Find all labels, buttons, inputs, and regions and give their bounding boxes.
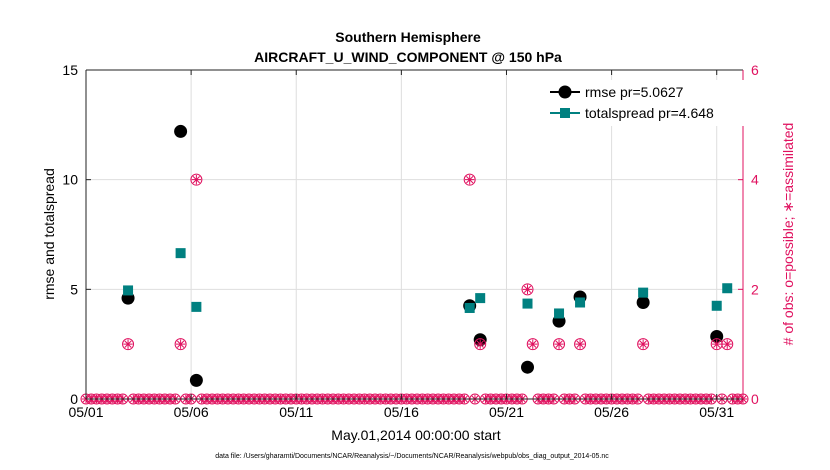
obs-marker-asterisk <box>191 174 202 185</box>
x-tick-label: 05/31 <box>699 404 734 420</box>
obs-count-point <box>190 173 203 186</box>
y-tick-label: 15 <box>62 62 78 78</box>
totalspread-point <box>638 287 649 298</box>
y-right-tick-label: 6 <box>751 62 759 78</box>
y-tick-label: 10 <box>62 172 78 188</box>
obs-marker-asterisk <box>554 339 564 349</box>
totalspread-point <box>522 298 533 309</box>
legend: rmse pr=5.0627 totalspread pr=4.648 <box>548 80 744 126</box>
obs-marker-circle <box>174 338 187 351</box>
rmse-point <box>189 373 203 387</box>
obs-marker-asterisk <box>475 339 485 349</box>
obs-marker-circle <box>721 338 734 351</box>
totalspread-point <box>475 293 486 304</box>
obs-count-point <box>526 338 539 351</box>
rmse-point <box>174 124 188 138</box>
totalspread-point <box>123 285 134 296</box>
x-axis-label: May.01,2014 00:00:00 start <box>331 427 501 443</box>
obs-marker-circle <box>553 338 566 351</box>
obs-marker-circle <box>474 338 487 351</box>
rmse-point <box>521 360 535 374</box>
obs-marker-asterisk <box>528 339 538 349</box>
y-axis-right-label: # of obs: o=possible; ∗=assimilated <box>780 123 796 346</box>
totalspread-point <box>464 302 475 313</box>
obs-count-point <box>463 173 476 186</box>
y-axis-label: rmse and totalspread <box>41 168 57 300</box>
x-tick-label: 05/11 <box>279 404 313 420</box>
obs-marker-asterisk <box>123 339 133 349</box>
rmse-point <box>636 295 650 309</box>
x-tick-label: 05/16 <box>384 404 419 420</box>
legend-totalspread-label: totalspread pr=4.648 <box>585 105 714 121</box>
legend-rmse-label: rmse pr=5.0627 <box>585 84 684 100</box>
obs-marker-asterisk <box>465 174 475 185</box>
x-tick-label: 05/01 <box>68 404 103 420</box>
obs-count-point <box>721 338 734 351</box>
data-file-footer: data file: /Users/gharamti/Documents/NCA… <box>215 453 609 460</box>
totalspread-point <box>575 297 586 308</box>
chart-title: Southern Hemisphere <box>335 29 481 45</box>
obs-marker-circle <box>574 338 587 351</box>
obs-marker-circle <box>122 338 135 351</box>
obs-count-point <box>637 338 650 351</box>
y-right-tick-label: 4 <box>751 172 759 188</box>
chart-subtitle: AIRCRAFT_U_WIND_COMPONENT @ 150 hPa <box>254 49 562 65</box>
obs-count-point <box>474 338 487 351</box>
y-right-tick-label: 2 <box>751 281 759 297</box>
totalspread-point <box>554 308 565 319</box>
obs-marker-asterisk <box>575 339 585 349</box>
obs-marker-asterisk <box>175 339 186 349</box>
y-right-tick-label: 0 <box>751 391 759 407</box>
obs-marker-circle <box>637 338 650 351</box>
totalspread-point <box>191 301 202 312</box>
obs-marker-asterisk <box>722 339 732 349</box>
axes: 05/01 05/06 05/11 05/16 05/21 05/26 05/31 0 5 10 1… <box>62 62 759 420</box>
y-tick-label: 0 <box>70 391 78 407</box>
obs-marker-circle <box>463 173 476 186</box>
legend-totalspread-marker <box>560 108 570 118</box>
obs-marker-circle <box>190 173 203 186</box>
obs-count-point <box>521 283 534 296</box>
obs-marker-asterisk <box>712 339 722 349</box>
obs-marker-asterisk <box>522 284 533 295</box>
totalspread-point <box>175 248 186 259</box>
x-tick-label: 05/21 <box>489 404 524 420</box>
legend-box <box>548 80 744 126</box>
x-tick-label: 05/26 <box>594 404 629 420</box>
obs-count-point <box>710 338 723 351</box>
totalspread-point <box>711 300 722 311</box>
obs-count-point <box>553 338 566 351</box>
obs-count-point <box>174 338 187 351</box>
x-tick-label: 05/06 <box>174 404 209 420</box>
y-tick-label: 5 <box>70 281 78 297</box>
totalspread-point <box>722 283 733 294</box>
obs-count-point <box>122 338 135 351</box>
legend-rmse-marker <box>558 85 572 99</box>
obs-count-point <box>574 338 587 351</box>
obs-marker-circle <box>526 338 539 351</box>
obs-marker-asterisk <box>638 339 648 349</box>
obs-marker-circle <box>521 283 534 296</box>
